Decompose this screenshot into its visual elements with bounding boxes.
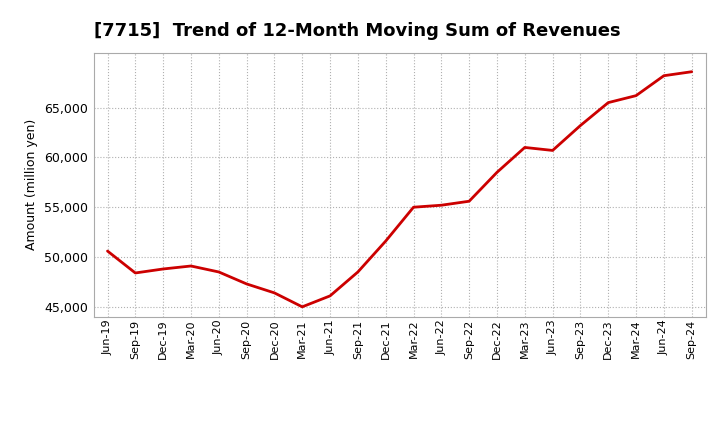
Y-axis label: Amount (million yen): Amount (million yen) [25, 119, 38, 250]
Text: [7715]  Trend of 12-Month Moving Sum of Revenues: [7715] Trend of 12-Month Moving Sum of R… [94, 22, 620, 40]
